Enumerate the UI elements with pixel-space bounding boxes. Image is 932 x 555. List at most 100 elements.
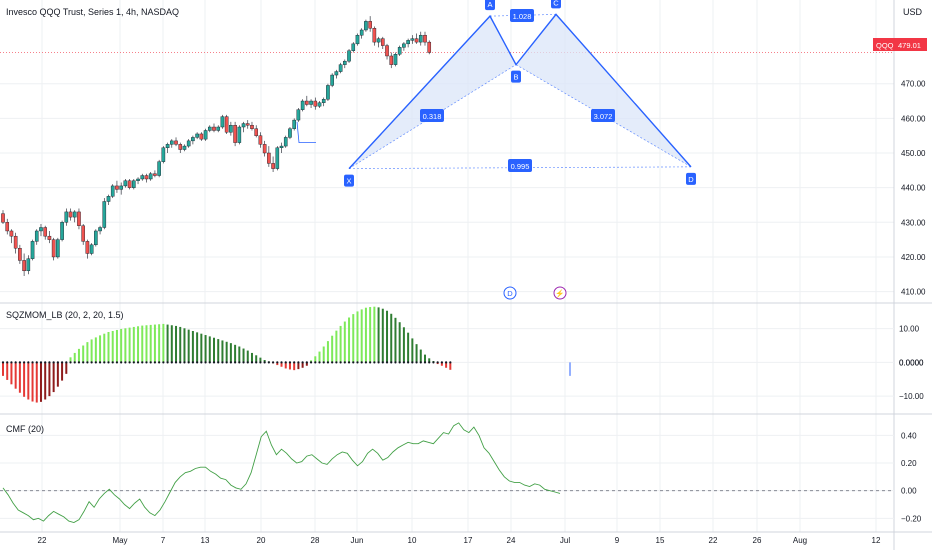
price-tag: QQQ 479.01	[873, 38, 927, 51]
squeeze-dot	[305, 361, 308, 364]
candle-body	[81, 225, 85, 242]
candle-body	[22, 260, 26, 272]
squeeze-dot	[52, 361, 55, 364]
candle-body	[288, 128, 292, 138]
ratio-badge-ac	[510, 9, 534, 22]
currency-label: USD	[903, 7, 923, 17]
squeeze-dot	[141, 361, 144, 364]
candle-body	[321, 99, 326, 103]
squeeze-dot	[309, 361, 313, 364]
squeeze-dot	[196, 361, 199, 364]
cmf-line	[0, 422, 894, 523]
squeeze-dot	[385, 361, 389, 364]
squeeze-dot	[381, 361, 384, 364]
candle-body	[381, 38, 385, 46]
squeeze-dot	[94, 361, 97, 364]
candle-body	[338, 64, 343, 72]
y-tick-label: 430.00	[901, 218, 926, 227]
pattern-ratio-line	[348, 64, 517, 169]
point-label: B	[513, 73, 518, 82]
y-tick-label: 440.00	[901, 184, 926, 193]
event-marker-dividend	[503, 286, 517, 300]
candle-body	[161, 147, 166, 162]
squeeze-dot	[318, 361, 321, 364]
candle-body	[85, 241, 90, 254]
event-glyph: D	[507, 289, 513, 298]
x-tick-label: May	[112, 536, 127, 545]
squeeze-dot	[352, 361, 355, 364]
price-tag-value: 479.01	[898, 41, 921, 50]
x-tick-label: 7	[161, 536, 166, 545]
squeeze-dot	[162, 361, 165, 364]
candle-body	[203, 130, 208, 140]
x-tick-label: 20	[257, 536, 266, 545]
squeeze-dot	[411, 361, 414, 364]
candle-body	[233, 125, 237, 143]
candle-body	[330, 74, 334, 86]
candle-body	[26, 258, 31, 272]
point-label: C	[553, 0, 559, 7]
candle-body	[30, 241, 35, 259]
candle-body	[351, 43, 356, 51]
point-badge-b	[511, 70, 521, 83]
squeeze-dot	[158, 361, 161, 364]
candle-body	[178, 144, 183, 150]
squeeze-dot	[373, 361, 376, 364]
candle-body	[326, 85, 330, 100]
candle-body	[258, 135, 263, 145]
squeeze-dot	[221, 361, 224, 364]
squeeze-dot	[60, 361, 64, 364]
candle-body	[241, 123, 246, 128]
squeeze-dot	[407, 361, 410, 364]
candle-body	[279, 145, 284, 149]
candle-body	[406, 40, 410, 45]
candle-body	[402, 43, 406, 48]
squeeze-dot	[356, 361, 359, 364]
squeeze-dot	[1, 361, 5, 364]
squeeze-dot	[250, 361, 254, 364]
candle-body	[127, 180, 132, 188]
x-tick-label: 22	[709, 536, 718, 545]
squeeze-dot	[331, 361, 334, 364]
candle-body	[123, 180, 128, 187]
x-tick-label: 15	[656, 536, 665, 545]
candle-body	[77, 211, 81, 226]
candle-body	[153, 173, 157, 176]
candle-body	[195, 133, 199, 138]
squeeze-dot	[284, 361, 287, 364]
candle-body	[305, 100, 309, 105]
squeeze-dot	[14, 361, 17, 364]
candle-body	[182, 145, 187, 150]
candle-body	[250, 125, 254, 129]
squeeze-dot	[179, 361, 182, 364]
squeeze-dot	[398, 361, 401, 364]
squeeze-dot	[229, 361, 232, 364]
squeeze-dot	[128, 361, 131, 364]
candle-body	[174, 140, 178, 145]
candle-body	[136, 178, 140, 181]
y-tick-label: 450.00	[901, 149, 926, 158]
candle-body	[13, 235, 18, 249]
candle-body	[296, 109, 301, 121]
squeeze-dot	[217, 361, 220, 364]
sqzmom-title: SQZMOM_LB (20, 2, 20, 1.5)	[6, 310, 124, 320]
x-tick-label: Aug	[793, 536, 807, 545]
squeeze-dot	[39, 361, 43, 364]
squeeze-dot	[347, 361, 351, 364]
x-tick-label: 28	[311, 536, 320, 545]
candle-body	[414, 38, 419, 43]
squeeze-dot	[200, 361, 203, 364]
point-label: A	[487, 0, 492, 9]
x-tick-label: 17	[464, 536, 473, 545]
y-tick-label: 460.00	[901, 114, 926, 123]
squeeze-dot	[343, 361, 346, 364]
cmf-y-tick: 0.20	[901, 459, 917, 468]
squeeze-dot	[90, 361, 93, 364]
squeeze-dot	[390, 361, 393, 364]
candle-body	[89, 244, 94, 254]
sqzmom-y-tick: −10.00	[899, 392, 924, 401]
candle-body	[359, 29, 364, 36]
candle-body	[199, 133, 204, 140]
candle-body	[389, 55, 394, 65]
